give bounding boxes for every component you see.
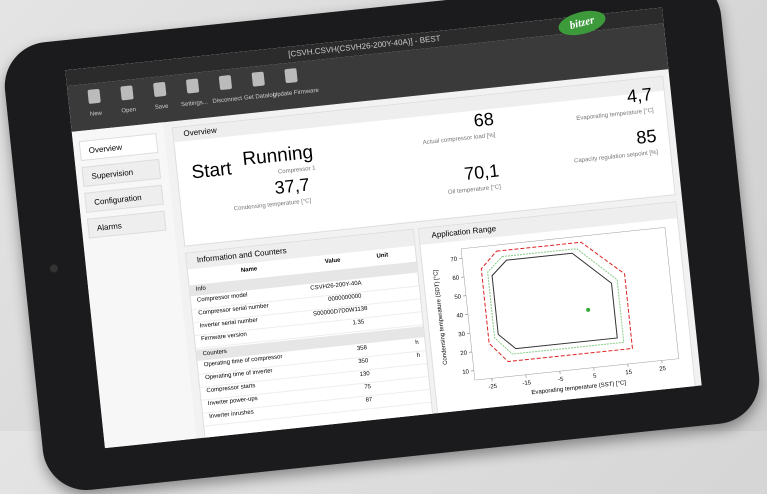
column-header: Unit bbox=[357, 250, 407, 261]
x-tick-label: -15 bbox=[522, 380, 532, 387]
status-label: Compressor 1 bbox=[278, 166, 316, 176]
x-tick-label: -5 bbox=[558, 377, 565, 384]
toolbar-icon[interactable] bbox=[153, 82, 166, 97]
y-tick-label: 30 bbox=[458, 332, 466, 339]
toolbar-icon[interactable] bbox=[186, 78, 199, 93]
toolbar-icon[interactable] bbox=[120, 85, 133, 100]
y-tick-label: 50 bbox=[454, 294, 462, 301]
state: Start bbox=[191, 158, 233, 184]
y-tick-label: 60 bbox=[452, 275, 460, 282]
y-tick-label: 20 bbox=[460, 350, 468, 357]
y-tick-label: 10 bbox=[462, 369, 470, 376]
y-tick-label: 40 bbox=[456, 313, 464, 320]
toolbar-icon[interactable] bbox=[219, 75, 232, 90]
x-tick-label: -25 bbox=[488, 384, 498, 391]
range-chart: -25 -15 -5 5 15 25 10 20 30 40 50 60 70 Evaporating t… bbox=[420, 218, 694, 414]
x-tick-label: 15 bbox=[625, 370, 633, 377]
operating-point bbox=[586, 308, 590, 312]
envelope-inner bbox=[491, 249, 618, 350]
toolbar-icon[interactable] bbox=[252, 72, 265, 87]
x-tick-label: 5 bbox=[593, 373, 598, 379]
y-tick-label: 70 bbox=[450, 257, 458, 264]
x-axis-label: Evaporating temperature (SST) [°C] bbox=[531, 380, 627, 396]
column-header: Value bbox=[308, 256, 358, 267]
plot-area bbox=[461, 227, 679, 380]
toolbar-icon[interactable] bbox=[284, 68, 297, 83]
y-axis-label: Condensing temperature (SDT) [°C] bbox=[433, 269, 449, 365]
toolbar-icon[interactable] bbox=[87, 89, 100, 104]
camera bbox=[50, 264, 59, 273]
x-tick-label: 25 bbox=[659, 366, 667, 373]
